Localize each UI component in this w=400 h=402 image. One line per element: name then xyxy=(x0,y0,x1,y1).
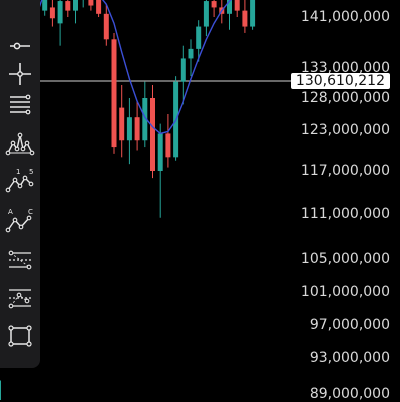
candle-body xyxy=(211,1,217,8)
candle-down xyxy=(119,84,125,158)
candle-body xyxy=(203,1,209,27)
candle-down xyxy=(134,101,140,151)
candle-up xyxy=(188,39,194,77)
abcd-pattern-icon: A C xyxy=(5,208,33,233)
candle-body xyxy=(0,380,1,400)
candle-up xyxy=(196,20,202,62)
fib-retracement-icon xyxy=(8,250,32,270)
candle-body xyxy=(142,98,148,141)
pattern-icon xyxy=(5,132,35,156)
tool-fib-extension-button[interactable] xyxy=(4,282,36,314)
candle-down xyxy=(150,84,155,179)
candle-body xyxy=(103,13,109,40)
candle-down xyxy=(96,0,102,17)
tool-rectangle-button[interactable] xyxy=(4,320,36,352)
candle-body xyxy=(96,0,102,14)
candle-body xyxy=(196,26,202,49)
svg-text:1: 1 xyxy=(16,168,20,176)
candle-up xyxy=(203,0,209,37)
candle-body xyxy=(250,0,256,27)
horizontal-ray-icon xyxy=(10,42,30,50)
candle-body xyxy=(111,39,117,148)
parallel-lines-icon xyxy=(10,94,31,115)
candle-down xyxy=(111,32,117,154)
crosshair-icon xyxy=(9,63,31,85)
tool-fib-retracement-button[interactable] xyxy=(4,244,36,276)
price-tick-label: 133,000,000 xyxy=(300,60,390,76)
candle-down xyxy=(65,0,71,17)
candle-up xyxy=(42,0,48,16)
candle-down xyxy=(88,0,94,11)
svg-text:A: A xyxy=(8,208,13,216)
candle-body xyxy=(73,0,78,11)
candle-body xyxy=(234,0,240,11)
candle-up xyxy=(0,380,1,400)
candle-up xyxy=(250,0,256,30)
price-tick-label: 93,000,000 xyxy=(309,350,390,366)
candle-body xyxy=(42,0,48,11)
candle-down xyxy=(103,4,109,46)
candle-body xyxy=(165,133,171,158)
svg-text:C: C xyxy=(28,208,33,216)
candle-up xyxy=(173,76,179,161)
candle-body xyxy=(49,7,55,19)
price-tick-label: 89,000,000 xyxy=(309,386,390,402)
candle-down xyxy=(49,0,55,27)
price-tick-label: 141,000,000 xyxy=(300,9,390,25)
candle-body xyxy=(57,1,63,24)
svg-text:5: 5 xyxy=(29,168,33,176)
candle-up xyxy=(157,123,163,218)
candle-down xyxy=(242,0,248,33)
tool-abcd-pattern-button[interactable]: A C xyxy=(4,204,36,236)
price-tick-label: 123,000,000 xyxy=(300,122,390,138)
candle-body xyxy=(126,117,132,141)
tool-crosshair-button[interactable] xyxy=(4,58,36,90)
tool-parallel-lines-button[interactable] xyxy=(4,88,36,120)
price-tick-label: 105,000,000 xyxy=(300,251,390,267)
candle-body xyxy=(119,107,125,141)
price-tick-label: 111,000,000 xyxy=(300,206,390,222)
fib-extension-icon xyxy=(8,289,31,309)
elliott-wave-15-icon: 1 5 xyxy=(5,168,33,193)
candle-up xyxy=(142,81,148,148)
candle-body xyxy=(150,98,155,171)
price-tick-label: 117,000,000 xyxy=(300,163,390,179)
moving-average-line xyxy=(0,0,232,303)
candle-body xyxy=(157,133,163,171)
price-tick-label: 101,000,000 xyxy=(300,284,390,300)
candle-body xyxy=(134,117,140,141)
candle-down xyxy=(211,0,217,17)
candle-up xyxy=(126,98,132,165)
tool-horizontal-ray-button[interactable] xyxy=(4,30,36,62)
candle-body xyxy=(88,0,94,6)
candle-body xyxy=(188,48,194,59)
candle-body xyxy=(180,58,186,82)
candle-up xyxy=(227,0,232,30)
rectangle-icon xyxy=(8,325,32,347)
tool-elliott-wave-button[interactable]: 1 5 xyxy=(4,164,36,196)
candle-up xyxy=(57,0,63,46)
candle-up xyxy=(82,0,84,8)
candle-up xyxy=(73,0,78,24)
candle-body xyxy=(242,10,248,27)
candle-down xyxy=(165,114,171,168)
crosshair-price-label: 130,610,212 xyxy=(290,73,390,89)
price-tick-label: 97,000,000 xyxy=(309,317,390,333)
candle-down xyxy=(234,0,240,17)
candle-body xyxy=(65,1,71,11)
drawing-toolbar: 1 5 A C xyxy=(0,0,40,368)
price-tick-label: 128,000,000 xyxy=(300,90,390,106)
candle-body xyxy=(227,0,232,14)
tool-pattern-button[interactable] xyxy=(4,128,36,160)
candle-up xyxy=(180,45,186,105)
